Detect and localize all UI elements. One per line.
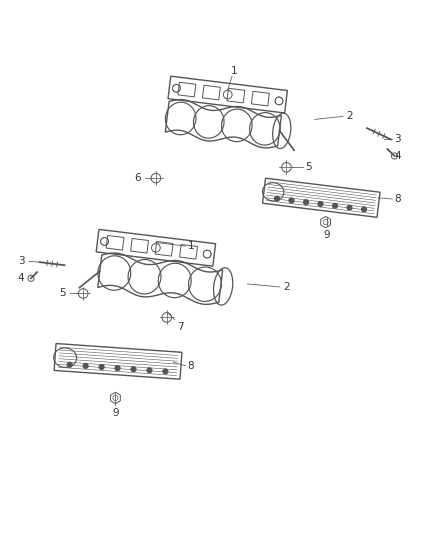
Circle shape [289, 198, 294, 203]
Circle shape [275, 196, 279, 201]
Text: 4: 4 [18, 273, 25, 283]
Text: 3: 3 [18, 256, 25, 266]
Text: 7: 7 [177, 322, 184, 332]
Circle shape [131, 367, 136, 372]
Text: 9: 9 [324, 230, 330, 239]
Circle shape [163, 369, 168, 374]
Text: 5: 5 [59, 288, 65, 298]
Circle shape [67, 362, 72, 367]
Text: 2: 2 [283, 282, 290, 292]
Circle shape [99, 365, 104, 369]
Text: 8: 8 [187, 361, 194, 371]
Circle shape [28, 275, 34, 281]
Circle shape [304, 200, 308, 205]
Circle shape [115, 366, 120, 370]
Text: 5: 5 [305, 162, 311, 172]
Circle shape [332, 204, 337, 208]
Text: 3: 3 [394, 134, 401, 144]
Circle shape [318, 201, 323, 206]
Text: 6: 6 [134, 173, 141, 183]
Circle shape [83, 364, 88, 368]
Text: 2: 2 [346, 111, 353, 122]
Circle shape [391, 153, 397, 159]
Text: 9: 9 [112, 408, 119, 418]
Circle shape [347, 205, 352, 210]
Circle shape [147, 368, 152, 373]
Text: 8: 8 [394, 194, 401, 204]
Text: 1: 1 [231, 66, 237, 76]
Text: 1: 1 [187, 241, 194, 251]
Circle shape [362, 207, 367, 212]
Text: 4: 4 [394, 151, 401, 161]
